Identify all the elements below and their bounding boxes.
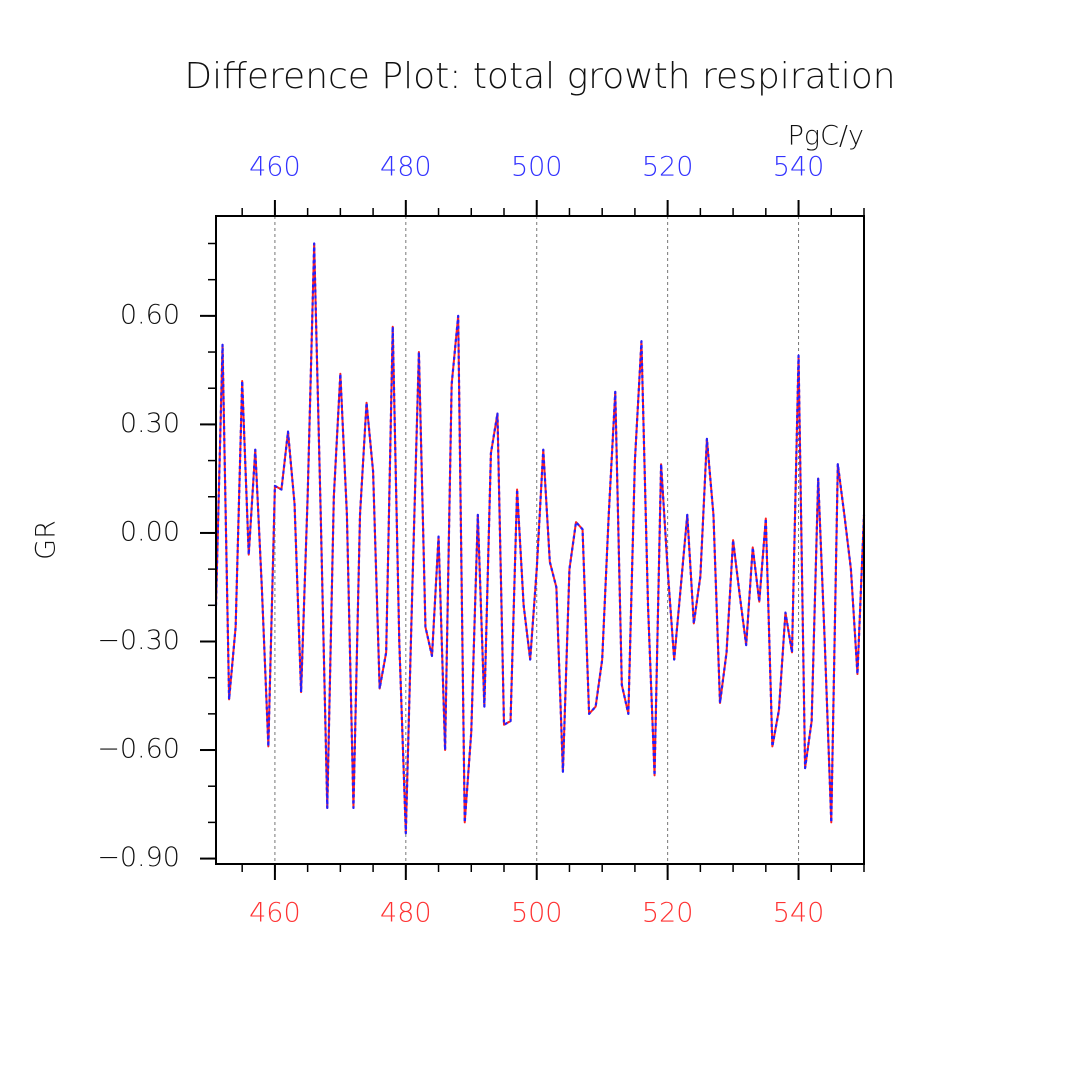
y-tick-label: 0.30 — [120, 408, 180, 439]
x-tick-label-top: 500 — [511, 152, 563, 183]
x-tick-label-bottom: 480 — [380, 898, 432, 929]
units-label: PgC/y — [788, 121, 864, 152]
x-tick-label-top: 540 — [773, 152, 825, 183]
chart-title: Difference Plot: total growth respiratio… — [184, 56, 895, 97]
y-tick-label: −0.30 — [97, 625, 180, 656]
x-tick-label-bottom: 500 — [511, 898, 563, 929]
x-tick-label-top: 460 — [249, 152, 301, 183]
x-tick-label-bottom: 460 — [249, 898, 301, 929]
x-tick-label-bottom: 540 — [773, 898, 825, 929]
data-line — [214, 242, 866, 835]
x-tick-label-bottom: 520 — [642, 898, 694, 929]
y-tick-label: −0.60 — [97, 734, 180, 765]
x-tick-label-top: 480 — [380, 152, 432, 183]
x-tick-label-top: 520 — [642, 152, 694, 183]
y-tick-label: 0.60 — [120, 299, 180, 330]
y-axis-label: GR — [31, 520, 62, 560]
y-tick-label: −0.90 — [97, 842, 180, 873]
plot-frame — [215, 215, 865, 865]
y-tick-label: 0.00 — [120, 516, 180, 547]
